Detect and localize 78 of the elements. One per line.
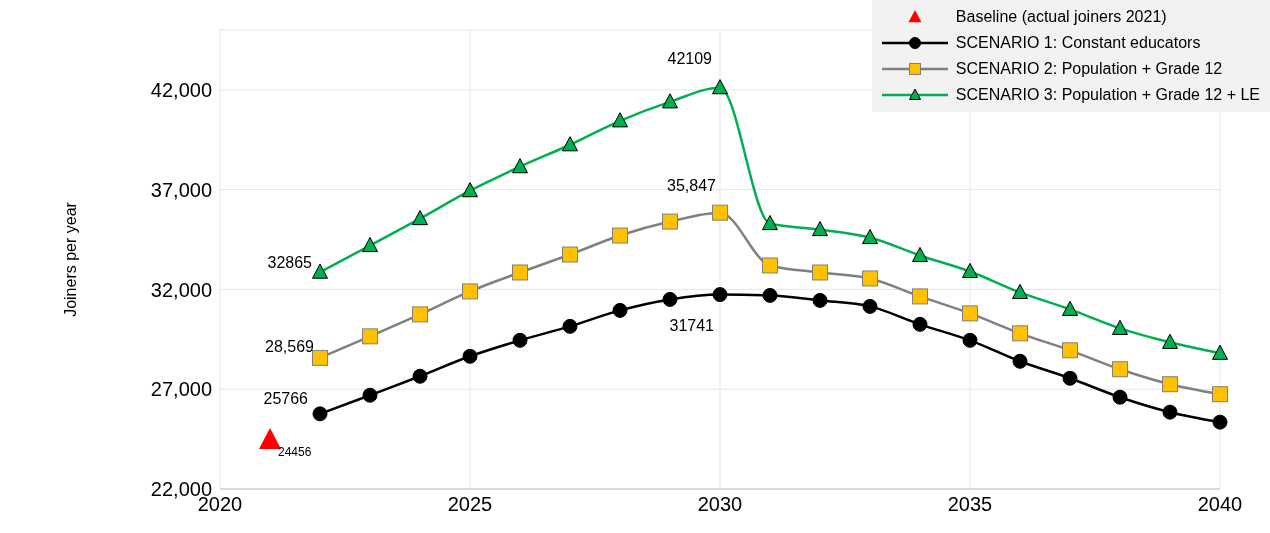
annotation: 35,847 xyxy=(667,176,717,194)
point xyxy=(712,79,728,95)
annotation: 42109 xyxy=(667,49,713,67)
legend-label: SCENARIO 3: Population + Grade 12 + LE xyxy=(955,86,1260,104)
legend-label: SCENARIO 2: Population + Grade 12 xyxy=(955,60,1223,78)
point xyxy=(812,292,828,308)
annotation: 24456 xyxy=(278,444,312,459)
point xyxy=(562,136,578,152)
legend-label: SCENARIO 1: Constant educators xyxy=(955,34,1201,52)
point xyxy=(1162,404,1178,420)
point xyxy=(662,93,678,109)
x-tick-label: 2040 xyxy=(1197,493,1243,516)
point xyxy=(312,263,328,279)
point xyxy=(1212,386,1228,403)
point xyxy=(762,287,778,303)
point xyxy=(662,291,678,307)
point xyxy=(562,246,578,263)
point xyxy=(912,316,928,332)
point xyxy=(1062,300,1078,316)
annotation: 28,569 xyxy=(265,337,315,355)
annotation: 32865 xyxy=(267,254,313,272)
point xyxy=(259,428,281,449)
point xyxy=(312,406,328,422)
point xyxy=(512,158,528,174)
point xyxy=(712,287,728,303)
point xyxy=(462,182,478,198)
y-tick-label: 27,000 xyxy=(150,378,212,401)
point xyxy=(862,270,878,287)
point xyxy=(762,257,778,274)
y-tick-label: 37,000 xyxy=(150,178,212,201)
point xyxy=(1162,376,1178,393)
point xyxy=(462,348,478,364)
point xyxy=(612,227,628,244)
point xyxy=(862,298,878,314)
x-tick-label: 2030 xyxy=(697,493,743,516)
point xyxy=(962,332,978,348)
x-tick-label: 2035 xyxy=(947,493,993,516)
point xyxy=(362,387,378,403)
point xyxy=(1012,325,1028,342)
y-tick-label: 32,000 xyxy=(150,278,212,301)
annotation: 31741 xyxy=(669,316,715,334)
point xyxy=(412,209,428,226)
point xyxy=(1212,414,1228,430)
point xyxy=(412,368,428,384)
point xyxy=(1062,370,1078,386)
point xyxy=(1212,344,1228,360)
y-axis-title: Joiners per year xyxy=(61,201,79,317)
point xyxy=(712,204,728,221)
point xyxy=(562,318,578,334)
point xyxy=(362,236,378,253)
y-tick-label: 42,000 xyxy=(150,78,212,101)
point xyxy=(762,214,778,231)
point xyxy=(312,349,328,366)
x-tick-label: 2025 xyxy=(447,493,493,516)
point xyxy=(1112,361,1128,378)
point xyxy=(1062,342,1078,359)
point xyxy=(812,220,828,237)
point xyxy=(612,302,628,318)
point xyxy=(1112,319,1128,335)
point xyxy=(1012,283,1028,299)
point xyxy=(362,328,378,345)
point xyxy=(912,246,928,263)
point xyxy=(412,306,428,323)
point xyxy=(1112,389,1128,405)
point xyxy=(1162,333,1178,349)
point xyxy=(512,332,528,348)
annotation: 25766 xyxy=(263,389,309,407)
legend-label: Baseline (actual joiners 2021) xyxy=(955,8,1167,26)
point xyxy=(962,262,978,279)
point xyxy=(662,213,678,230)
point xyxy=(612,112,628,128)
point xyxy=(812,264,828,281)
point xyxy=(1012,353,1028,369)
point xyxy=(962,305,978,322)
point xyxy=(512,264,528,281)
point xyxy=(462,283,478,300)
point xyxy=(862,228,878,245)
point xyxy=(912,288,928,305)
